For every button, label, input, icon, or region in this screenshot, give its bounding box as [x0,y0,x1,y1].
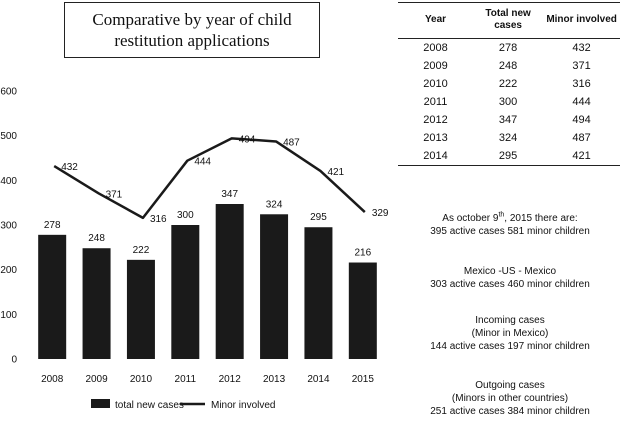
bar [82,248,111,359]
bar [38,234,67,359]
bar [260,214,289,359]
line-point-label: 421 [327,167,344,178]
bar-value-label: 324 [266,199,283,210]
note-incoming: Incoming cases (Minor in Mexico) 144 act… [400,314,620,353]
y-tick-label: 200 [0,265,17,276]
bar [171,225,200,359]
line-point-label: 329 [372,208,389,219]
cell-minor-involved: 316 [572,78,591,90]
table-row: 2012 347 494 [398,111,620,129]
bar-value-label: 278 [44,220,61,231]
bar [215,204,244,359]
col-header-total-new-cases: Total new cases [473,2,544,39]
legend-bar-label: total new cases [115,400,184,411]
cell-minor-involved: 421 [543,147,620,166]
bar-value-label: 300 [177,210,194,221]
table-row: 2013 324 487 [398,129,620,147]
note-outgoing: Outgoing cases (Minors in other countrie… [400,379,620,418]
note-outgoing-sub: (Minors in other countries) [451,393,569,404]
cell-year: 2013 [423,132,448,144]
cell-minor-involved: 487 [572,132,591,144]
cell-year: 2012 [423,114,448,126]
x-tick-label: 2015 [352,374,375,385]
cell-total-new-cases: 222 [498,78,518,90]
note-incoming-counts: 144 active cases 197 minor children [430,341,590,352]
x-tick-label: 2013 [263,374,286,385]
combo-chart: 0 100 200 300 400 500 600 278 248 222 300 347 324 295… [0,87,389,412]
cell-total-new-cases: 295 [473,147,544,166]
cell-year: 2008 [423,42,448,54]
line-point-label: 494 [239,134,256,145]
y-tick-label: 600 [0,87,17,98]
y-tick-label: 500 [0,131,17,142]
bar [304,227,333,359]
cell-total-new-cases: 248 [498,60,518,72]
table-row: 2011 300 444 [398,93,620,111]
cell-total-new-cases: 278 [498,42,518,54]
line-point-label: 432 [61,162,78,173]
note-outgoing-counts: 251 active cases 384 minor children [430,406,590,417]
bar [126,259,155,359]
col-header-year: Year [398,2,474,39]
cell-total-new-cases: 324 [498,132,518,144]
bar [348,262,377,359]
x-tick-label: 2014 [307,374,330,385]
cell-minor-involved: 494 [572,114,591,126]
col-header-minor-involved: Minor involved [543,2,620,39]
cell-year: 2014 [398,147,474,166]
line-point-label: 444 [194,157,211,168]
bar-value-label: 222 [133,245,150,256]
note-as-of: As october 9th, 2015 there are: 395 acti… [400,212,620,238]
note-outgoing-title: Outgoing cases [475,380,545,391]
table-row: 2009 248 371 [398,57,620,75]
bar-value-label: 295 [310,212,327,223]
x-tick-label: 2011 [175,374,197,385]
table-row: 2008 278 432 [398,39,620,58]
cell-year: 2009 [423,60,448,72]
note-mexico-title: Mexico -US - Mexico [463,266,557,277]
y-tick-label: 100 [0,310,17,321]
note-as-of-title: As october 9th, 2015 there are: [442,211,578,224]
cell-year: 2011 [423,96,448,108]
bar-value-label: 248 [88,233,105,244]
note-as-of-counts: 395 active cases 581 minor children [430,226,590,237]
line-point-label: 371 [106,189,123,200]
note-mexico-counts: 303 active cases 460 minor children [430,279,590,290]
x-tick-label: 2012 [219,374,242,385]
table-row: 2010 222 316 [398,75,620,93]
cell-minor-involved: 444 [572,96,591,108]
x-tick-label: 2010 [130,374,153,385]
note-incoming-title: Incoming cases [475,315,545,326]
data-table: Year Total new cases Minor involved 2008… [398,2,620,166]
line-point-label: 316 [150,214,167,225]
cell-minor-involved: 371 [572,60,591,72]
cell-minor-involved: 432 [572,42,591,54]
cell-year: 2010 [423,78,448,90]
chart-title: Comparative by year of child restitution… [92,10,292,50]
bar-value-label: 347 [221,189,238,200]
x-tick-label: 2009 [85,374,108,385]
note-incoming-sub: (Minor in Mexico) [471,328,549,339]
y-tick-label: 400 [0,176,17,187]
legend-bar-swatch [91,399,110,408]
cell-total-new-cases: 347 [498,114,518,126]
line-minor-involved [53,137,366,220]
bar-value-label: 216 [354,248,371,259]
cell-total-new-cases: 300 [498,96,518,108]
legend-line-label: Minor involved [211,400,275,411]
table-row: 2014 295 421 [398,147,620,166]
x-tick-label: 2008 [41,374,64,385]
y-tick-label: 300 [0,221,17,232]
line-point-label: 487 [283,137,300,148]
y-tick-label: 0 [11,355,17,366]
note-mexico-us: Mexico -US - Mexico 303 active cases 460… [400,265,620,291]
chart-title-box: Comparative by year of child restitution… [64,2,320,58]
table-header-row: Year Total new cases Minor involved [398,2,620,39]
